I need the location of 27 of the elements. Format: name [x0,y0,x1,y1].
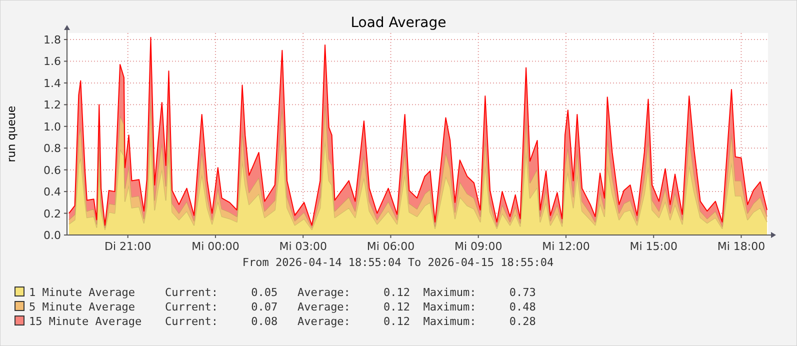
y-tick-label: 1.8 [44,34,61,47]
y-tick-label: 0.4 [44,186,61,199]
legend-label: 5 Minute Average [29,300,135,314]
y-tick-label: 1.6 [44,55,61,68]
x-tick-label: Mi 06:00 [366,240,415,253]
chart-title: Load Average [350,15,446,31]
text: Current: 0.05 Average: 0.12 Maximum: 0.73 [165,286,536,299]
x-tick-label: Mi 03:00 [279,240,327,253]
y-tick-label: 0.8 [44,142,61,156]
x-tick-label: Mi 00:00 [192,240,240,253]
x-tick-label: Mi 18:00 [717,240,766,253]
y-tick-label: 1.2 [44,98,61,112]
y-tick-label: 0.0 [44,229,61,242]
y-tick-label: 1.4 [44,76,61,90]
y-tick-label: 0.6 [44,164,61,177]
y-tick-label: 1.0 [44,120,61,134]
text: From 2026-04-14 18:55:04 To 2026-04-15 18:55:04 [242,256,554,269]
legend-label: 1 Minute Average [29,286,135,299]
text: Current: 0.08 Average: 0.12 Maximum: 0.28 [165,315,536,328]
x-tick-label: Di 21:00 [104,240,152,253]
x-tick-label: Mi 12:00 [542,240,590,253]
text: Current: 0.07 Average: 0.12 Maximum: 0.48 [165,300,536,314]
y-axis-title: run queue [5,106,18,162]
x-tick-label: Mi 09:00 [454,240,502,253]
legend-label: 15 Minute Average [29,315,142,328]
y-tick-label: 0.2 [44,207,61,220]
x-tick-label: Mi 15:00 [630,240,678,253]
